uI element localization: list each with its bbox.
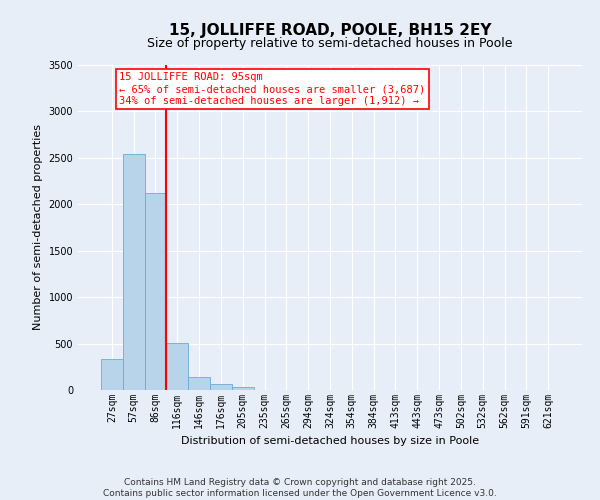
Text: 15 JOLLIFFE ROAD: 95sqm
← 65% of semi-detached houses are smaller (3,687)
34% of: 15 JOLLIFFE ROAD: 95sqm ← 65% of semi-de…	[119, 72, 426, 106]
Bar	[210, 384, 232, 390]
Bar	[188, 377, 210, 390]
Bar	[145, 193, 166, 390]
Text: 15, JOLLIFFE ROAD, POOLE, BH15 2EY: 15, JOLLIFFE ROAD, POOLE, BH15 2EY	[169, 22, 491, 38]
Bar	[166, 342, 188, 390]
Text: Contains HM Land Registry data © Crown copyright and database right 2025.
Contai: Contains HM Land Registry data © Crown c…	[103, 478, 497, 498]
Bar	[123, 154, 145, 390]
Text: Size of property relative to semi-detached houses in Poole: Size of property relative to semi-detach…	[147, 38, 513, 51]
X-axis label: Distribution of semi-detached houses by size in Poole: Distribution of semi-detached houses by …	[181, 436, 479, 446]
Y-axis label: Number of semi-detached properties: Number of semi-detached properties	[33, 124, 43, 330]
Bar	[232, 387, 254, 390]
Bar	[101, 360, 123, 390]
